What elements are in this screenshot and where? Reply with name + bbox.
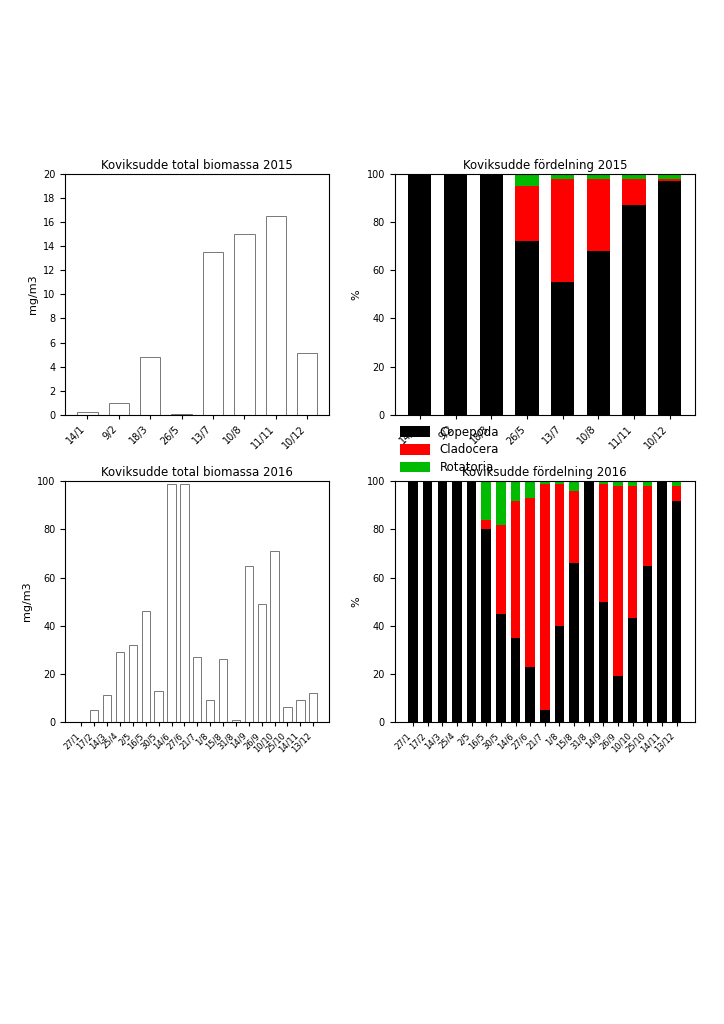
Bar	[515, 174, 539, 186]
Bar	[551, 283, 574, 415]
Bar	[613, 481, 623, 486]
Bar	[496, 524, 505, 613]
Bar	[408, 481, 418, 722]
Bar	[526, 481, 535, 498]
Bar	[103, 695, 111, 722]
Bar	[628, 481, 637, 486]
Y-axis label: %: %	[351, 596, 361, 607]
Bar	[258, 604, 266, 722]
Bar	[77, 413, 98, 415]
Bar	[206, 700, 214, 722]
Bar	[297, 353, 317, 415]
Bar	[481, 529, 491, 722]
Bar	[657, 481, 667, 722]
Bar	[628, 486, 637, 618]
Bar	[658, 181, 681, 415]
Bar	[496, 613, 505, 722]
Bar	[172, 414, 192, 415]
Bar	[551, 179, 574, 283]
Bar	[672, 501, 681, 722]
Bar	[569, 481, 579, 490]
Bar	[599, 481, 608, 483]
Bar	[496, 481, 505, 524]
Bar	[203, 252, 223, 415]
Bar	[540, 481, 550, 483]
Bar	[234, 234, 255, 415]
Bar	[481, 520, 491, 529]
Bar	[515, 242, 539, 415]
Bar	[232, 720, 240, 722]
Bar	[555, 483, 564, 626]
Bar	[643, 565, 652, 722]
Bar	[167, 483, 176, 722]
Bar	[658, 174, 681, 179]
Bar	[296, 700, 305, 722]
Bar	[270, 551, 279, 722]
Bar	[569, 563, 579, 722]
Bar	[586, 174, 610, 179]
Y-axis label: mg/m3: mg/m3	[28, 274, 38, 314]
Bar	[613, 486, 623, 676]
Bar	[526, 667, 535, 722]
Bar	[219, 659, 227, 722]
Bar	[266, 216, 286, 415]
Bar	[129, 645, 137, 722]
Bar	[193, 657, 201, 722]
Bar	[551, 174, 574, 179]
Bar	[142, 611, 150, 722]
Bar	[140, 357, 161, 415]
Bar	[437, 481, 447, 722]
Bar	[643, 486, 652, 565]
Bar	[540, 483, 550, 710]
Bar	[510, 638, 521, 722]
Bar	[586, 179, 610, 251]
Bar	[672, 486, 681, 501]
Bar	[599, 602, 608, 722]
Bar	[623, 206, 646, 415]
Bar	[569, 490, 579, 563]
Title: Koviksudde fördelning 2016: Koviksudde fördelning 2016	[463, 466, 627, 479]
Bar	[643, 481, 652, 486]
Bar	[540, 710, 550, 722]
Bar	[109, 402, 129, 415]
Title: Koviksudde total biomassa 2016: Koviksudde total biomassa 2016	[101, 466, 293, 479]
Bar	[510, 501, 521, 638]
Bar	[116, 652, 125, 722]
Bar	[623, 179, 646, 206]
Bar	[154, 690, 163, 722]
Bar	[245, 565, 253, 722]
Legend: Copepoda, Cladocera, Rotatoria: Copepoda, Cladocera, Rotatoria	[400, 426, 499, 474]
Title: Koviksudde fördelning 2015: Koviksudde fördelning 2015	[463, 159, 627, 172]
Bar	[526, 498, 535, 667]
Bar	[452, 481, 462, 722]
Bar	[180, 483, 188, 722]
Bar	[586, 251, 610, 415]
Bar	[309, 693, 317, 722]
Bar	[467, 481, 476, 722]
Title: Koviksudde total biomassa 2015: Koviksudde total biomassa 2015	[101, 159, 293, 172]
Bar	[613, 676, 623, 722]
Bar	[423, 481, 432, 722]
Bar	[90, 710, 98, 722]
Y-axis label: mg/m3: mg/m3	[22, 582, 32, 622]
Bar	[444, 174, 467, 415]
Bar	[479, 174, 503, 415]
Bar	[672, 481, 681, 486]
Bar	[515, 186, 539, 242]
Bar	[599, 483, 608, 602]
Bar	[510, 481, 521, 501]
Bar	[658, 179, 681, 181]
Y-axis label: %: %	[351, 289, 361, 300]
Bar	[481, 481, 491, 520]
Bar	[408, 174, 432, 415]
Bar	[555, 481, 564, 483]
Bar	[623, 174, 646, 179]
Bar	[584, 481, 594, 722]
Bar	[283, 708, 292, 722]
Bar	[628, 618, 637, 722]
Bar	[555, 626, 564, 722]
